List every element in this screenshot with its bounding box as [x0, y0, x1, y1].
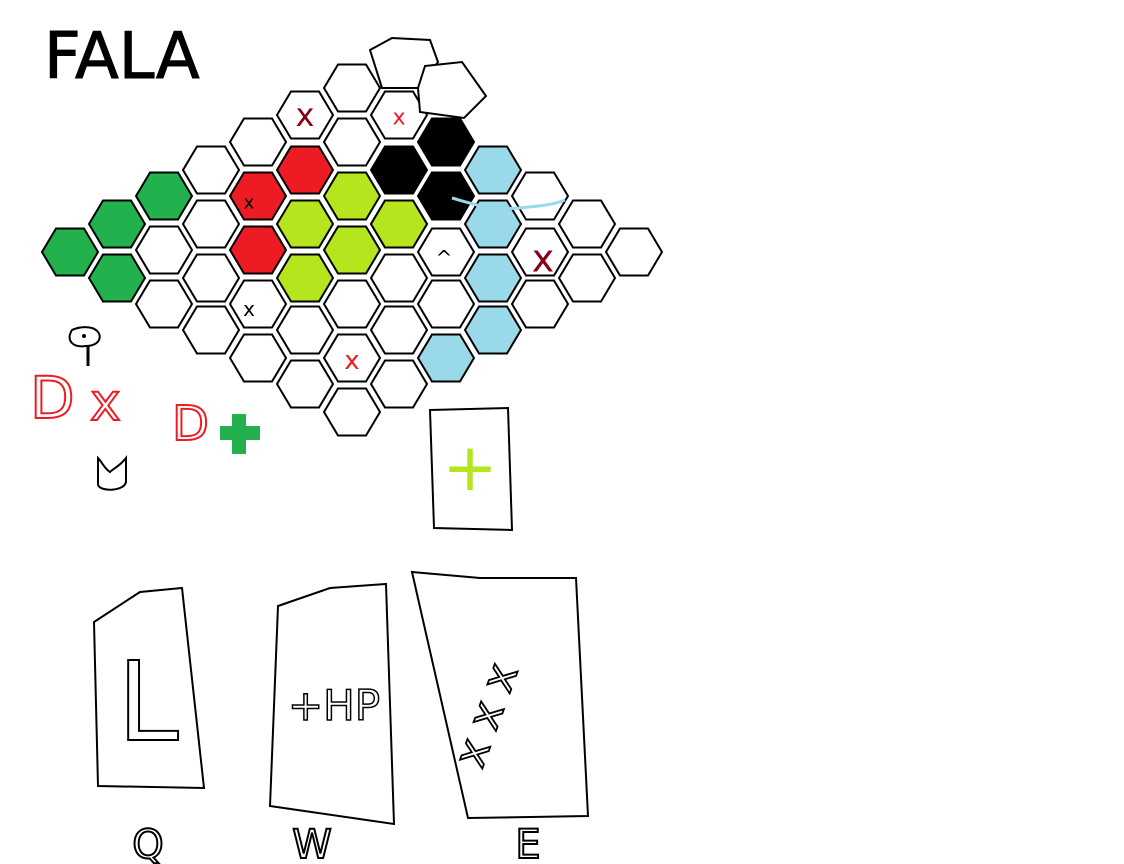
hex-tile[interactable]: [512, 173, 568, 220]
hex-tile[interactable]: [183, 201, 239, 248]
hex-tile[interactable]: [230, 119, 286, 166]
hex-tile[interactable]: [512, 281, 568, 328]
card-w-key: W: [292, 822, 332, 864]
selected-card[interactable]: +: [430, 408, 512, 530]
hex-tile-green[interactable]: [136, 173, 192, 220]
hex-tile-green[interactable]: [42, 229, 98, 276]
hex-tile[interactable]: [559, 201, 615, 248]
hex-tile[interactable]: [606, 229, 662, 276]
card-q[interactable]: L Q: [94, 588, 204, 864]
hex-tile[interactable]: [277, 307, 333, 354]
card-e-key: E: [515, 822, 540, 864]
hex-mark: x: [243, 297, 255, 321]
shield-icon: [98, 458, 126, 490]
hex-mark: x: [532, 236, 555, 280]
hex-tile-lime[interactable]: [277, 255, 333, 302]
hex-tile[interactable]: [230, 281, 286, 328]
game-title: FALA: [44, 20, 200, 94]
hex-tile[interactable]: [183, 147, 239, 194]
card-w-content: +HP: [288, 681, 380, 730]
plus-icon: [220, 414, 260, 454]
hex-tile-lightblue[interactable]: [465, 147, 521, 194]
selected-card-symbol: +: [442, 429, 497, 506]
hex-tile[interactable]: [136, 227, 192, 274]
hex-mark: x: [244, 192, 255, 213]
hex-tile[interactable]: [136, 281, 192, 328]
hex-tile[interactable]: [371, 361, 427, 408]
hex-tile[interactable]: [324, 281, 380, 328]
hex-tile-black[interactable]: [418, 119, 474, 166]
hex-mark: x: [392, 106, 405, 131]
card-q-symbol: L: [117, 638, 178, 766]
hex-tile-lightblue[interactable]: [465, 255, 521, 302]
card-e[interactable]: x x x E: [412, 572, 588, 864]
hex-mark: x: [344, 346, 359, 376]
status-mark-d1: D: [30, 364, 75, 432]
hex-tile[interactable]: [371, 255, 427, 302]
hex-tile-black[interactable]: [418, 173, 474, 220]
status-mark-d2: D: [172, 396, 209, 452]
hex-tile[interactable]: [559, 255, 615, 302]
hex-tile-lime[interactable]: [324, 227, 380, 274]
key-icon: [70, 327, 100, 366]
hex-tile[interactable]: [324, 389, 380, 436]
hex-tile[interactable]: [277, 361, 333, 408]
hex-tile-green[interactable]: [89, 255, 145, 302]
hex-tile[interactable]: [324, 119, 380, 166]
hex-board: x x x ^ x x x: [42, 65, 662, 436]
sketch-tile-2: [418, 62, 486, 118]
card-q-key: Q: [132, 822, 163, 864]
hex-tile[interactable]: [230, 335, 286, 382]
hex-tile-lime[interactable]: [277, 201, 333, 248]
hex-tile[interactable]: [418, 281, 474, 328]
hex-tile-red[interactable]: [230, 227, 286, 274]
hex-tile[interactable]: [183, 255, 239, 302]
hex-mark: x: [296, 96, 315, 134]
hex-tile-lightblue[interactable]: [418, 335, 474, 382]
status-mark-x: x: [90, 373, 121, 433]
card-w[interactable]: +HP W: [270, 584, 394, 864]
hex-tile-black[interactable]: [371, 147, 427, 194]
hex-tile-lightblue[interactable]: [465, 307, 521, 354]
hex-tile-green[interactable]: [89, 201, 145, 248]
hex-tile[interactable]: [371, 307, 427, 354]
hex-mark: ^: [436, 246, 453, 270]
hex-tile-lime[interactable]: [371, 201, 427, 248]
hex-tile-red[interactable]: [230, 173, 286, 220]
hex-tile-red[interactable]: [277, 147, 333, 194]
hex-tile[interactable]: [183, 307, 239, 354]
hex-tile-lime[interactable]: [324, 173, 380, 220]
hex-tile[interactable]: [324, 65, 380, 112]
